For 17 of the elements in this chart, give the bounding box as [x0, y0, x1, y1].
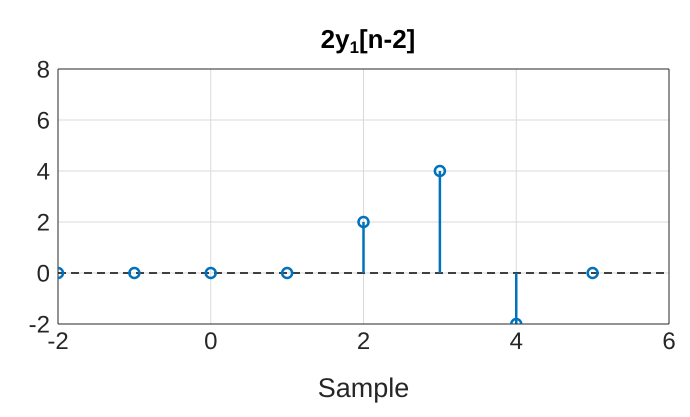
x-tick-label: 2	[356, 328, 370, 356]
point	[357, 216, 370, 228]
y-tick-label: 6	[36, 108, 50, 135]
x-tick-label: 0	[204, 328, 218, 356]
chart-title: 2y$_{1}$[n-2]	[320, 24, 416, 58]
point	[586, 266, 599, 280]
x-tick-label: 6	[662, 328, 676, 356]
x-tick-label: 4	[510, 328, 523, 356]
point	[204, 266, 217, 280]
y-tick-label: 4	[36, 158, 50, 186]
point	[128, 266, 141, 280]
y-tick-label: 8	[36, 56, 50, 84]
y-tick-label: 2	[36, 210, 50, 237]
y-tick-label: 0	[36, 260, 50, 288]
point	[434, 164, 446, 178]
point	[280, 266, 294, 280]
x-axis-title: Sample	[318, 373, 410, 403]
